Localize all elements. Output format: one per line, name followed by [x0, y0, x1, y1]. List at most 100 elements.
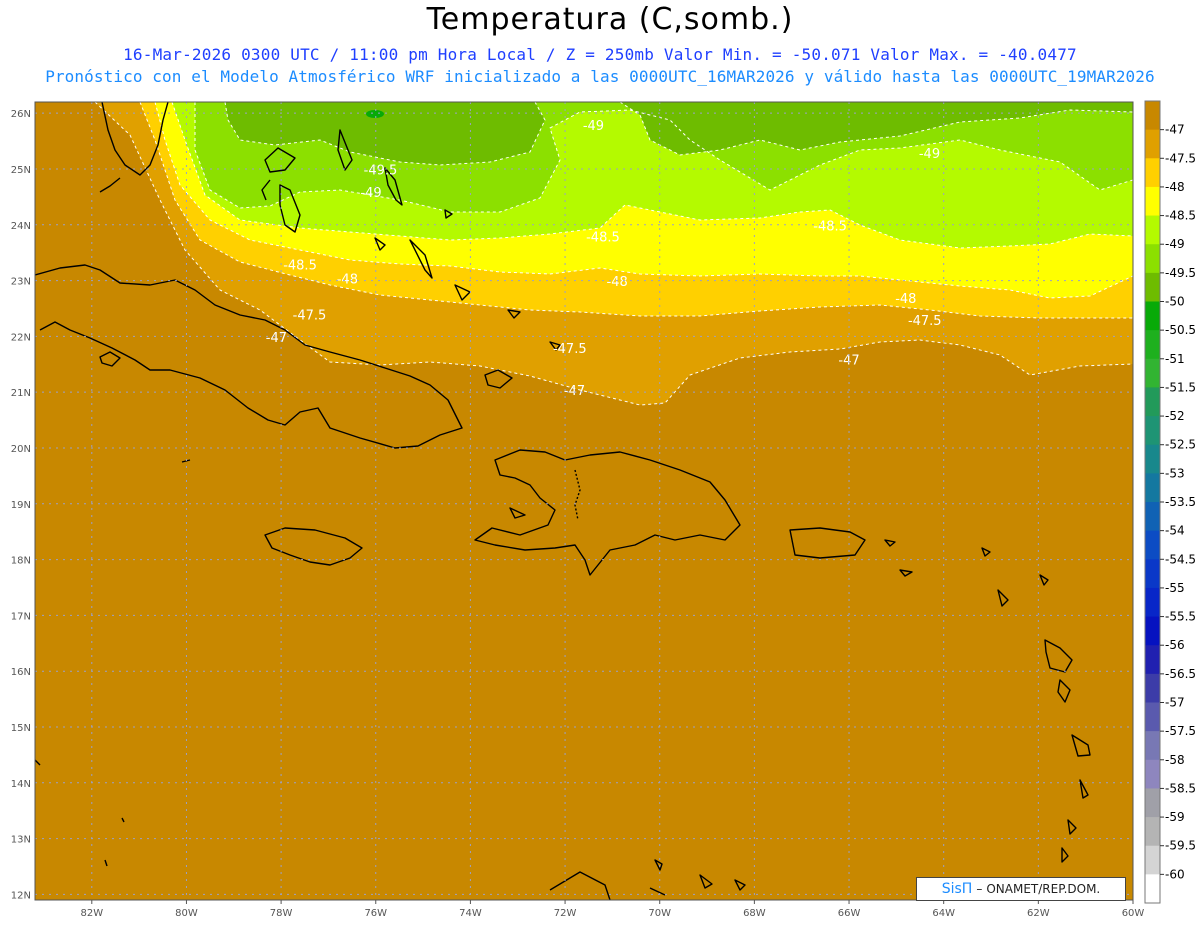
colorbar-swatch — [1145, 473, 1160, 503]
contour-label: -48.5 — [586, 231, 620, 246]
lon-tick-label: 80W — [175, 908, 198, 919]
colorbar-label: -49.5 — [1165, 266, 1196, 280]
colorbar-label: -58 — [1165, 753, 1185, 767]
colorbar-swatch — [1145, 387, 1160, 417]
contour-label: -48.5 — [813, 219, 847, 234]
contour-label: -47 — [838, 353, 859, 368]
colorbar-swatch — [1145, 587, 1160, 618]
colorbar-swatch — [1145, 817, 1160, 847]
colorbar-swatch — [1145, 616, 1160, 646]
credit-box: SisΠ – ONAMET/REP.DOM. — [916, 877, 1126, 901]
colorbar-label: -52 — [1165, 409, 1185, 423]
credit-text: ONAMET/REP.DOM. — [986, 882, 1101, 896]
contour-label: -47.5 — [908, 314, 942, 329]
colorbar-swatch — [1145, 502, 1160, 532]
colorbar-swatch — [1145, 129, 1160, 159]
lat-tick-label: 23N — [11, 277, 31, 288]
contour-label: -49.5 — [364, 164, 398, 179]
colorbar-label: -50.5 — [1165, 323, 1196, 337]
colorbar-label: -55 — [1165, 581, 1185, 595]
colorbar-swatch — [1145, 158, 1160, 188]
colorbar-label: -48 — [1165, 180, 1185, 194]
colorbar-swatch — [1145, 530, 1160, 560]
lat-tick-label: 17N — [11, 611, 31, 622]
forecast-time-line: 16-Mar-2026 0300 UTC / 11:00 pm Hora Loc… — [123, 45, 1077, 64]
colorbar-label: -57.5 — [1165, 724, 1196, 738]
model-info-line: Pronóstico con el Modelo Atmosférico WRF… — [45, 67, 1155, 86]
colorbar-swatch — [1145, 759, 1160, 789]
lat-tick-label: 15N — [11, 723, 31, 734]
contour-label-layer: -49 -49 -49.5 -49 -48.5 -48.5 -48.5 -48 -48 -48 -4… — [266, 119, 942, 399]
contour-label: -47 — [266, 331, 287, 346]
lon-tick-label: 66W — [838, 908, 861, 919]
colorbar-swatch — [1145, 101, 1160, 131]
temperature-shading — [35, 102, 1133, 900]
lat-tick-label: 25N — [11, 165, 31, 176]
colorbar-swatch — [1145, 874, 1160, 904]
colorbar: -47 -47.5 -48 -48.5 -49 -49.5 -50 -50.5 -51 -51.5… — [1144, 100, 1196, 904]
contour-label: -48.5 — [283, 258, 317, 273]
colorbar-swatch — [1145, 444, 1160, 474]
colorbar-swatch — [1145, 559, 1160, 589]
axis-labels: 82W 80W 78W 76W 74W 72W 70W 68W 66W 64W 62W 60W 26N 2… — [11, 109, 1145, 919]
sispi-logo: SisΠ — [941, 881, 973, 897]
colorbar-swatch — [1145, 215, 1160, 245]
lon-tick-label: 62W — [1027, 908, 1050, 919]
lat-tick-label: 26N — [11, 109, 31, 120]
lon-tick-label: 64W — [932, 908, 955, 919]
lat-tick-label: 12N — [11, 890, 31, 901]
contour-label: -48 — [895, 292, 916, 307]
colorbar-label: -54 — [1165, 524, 1185, 538]
lon-tick-label: 70W — [648, 908, 671, 919]
contour-label: -48 — [607, 275, 628, 290]
colorbar-label: -59.5 — [1165, 839, 1196, 853]
lon-tick-label: 76W — [364, 908, 387, 919]
lat-tick-label: 20N — [11, 444, 31, 455]
colorbar-swatch — [1145, 702, 1160, 732]
contour-label: -47 — [564, 384, 585, 399]
contour-label: -49 — [583, 119, 604, 134]
lat-tick-label: 19N — [11, 500, 31, 511]
colorbar-label: -49 — [1165, 237, 1185, 251]
colorbar-label: -51 — [1165, 352, 1185, 366]
colorbar-label: -52.5 — [1165, 438, 1196, 452]
colorbar-swatch — [1145, 788, 1160, 818]
band-50 — [225, 102, 545, 165]
colorbar-label: -51.5 — [1165, 380, 1196, 394]
contour-label: -49 — [919, 147, 940, 162]
colorbar-swatch — [1145, 358, 1160, 388]
colorbar-swatch — [1145, 186, 1160, 217]
colorbar-label: -48.5 — [1165, 209, 1196, 223]
colorbar-swatch — [1145, 272, 1160, 302]
colorbar-label: -54.5 — [1165, 552, 1196, 566]
colorbar-label: -56 — [1165, 638, 1185, 652]
contour-label: -48 — [337, 272, 358, 287]
map-title: Temperatura (C,somb.) — [426, 2, 794, 37]
contour-lines — [94, 102, 1133, 406]
colorbar-label: -59 — [1165, 810, 1185, 824]
band-50-5 — [366, 110, 384, 118]
band-50-east — [620, 102, 1133, 155]
lat-tick-label: 21N — [11, 388, 31, 399]
colorbar-swatch — [1145, 845, 1160, 875]
lat-tick-label: 14N — [11, 779, 31, 790]
contour-label: -47.5 — [553, 342, 587, 357]
lat-tick-label: 22N — [11, 332, 31, 343]
lon-tick-label: 72W — [554, 908, 577, 919]
colorbar-swatch — [1145, 731, 1160, 761]
lat-tick-label: 13N — [11, 835, 31, 846]
puerto-rico-coast — [789, 527, 866, 559]
lon-tick-label: 60W — [1122, 908, 1145, 919]
colorbar-swatch — [1145, 330, 1160, 360]
colorbar-swatch — [1145, 673, 1160, 703]
colorbar-label: -53.5 — [1165, 495, 1196, 509]
cuba-coast — [35, 264, 463, 449]
colorbar-label: -58.5 — [1165, 781, 1196, 795]
contour-label: -49 — [360, 186, 381, 201]
jamaica-coast — [264, 527, 363, 566]
florida-coast — [101, 102, 169, 176]
credit-sep: – — [976, 882, 983, 896]
coastlines — [35, 102, 1091, 900]
contour-label: -47.5 — [293, 309, 327, 324]
